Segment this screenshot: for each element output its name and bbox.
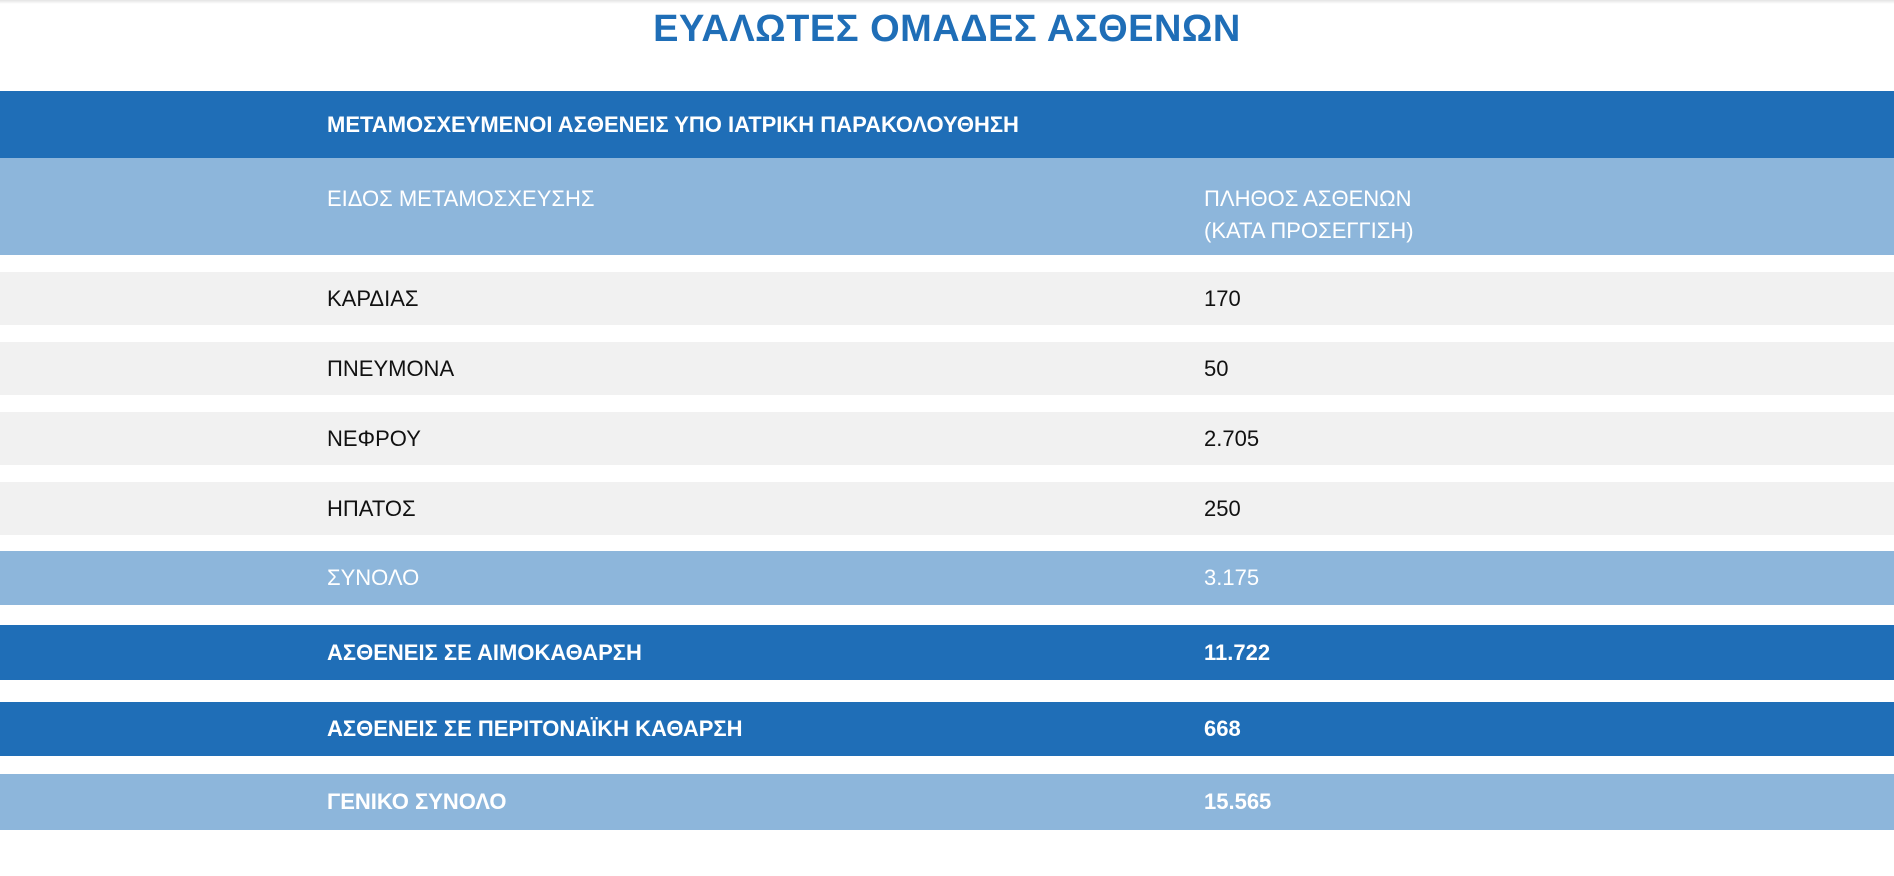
peritoneal-value: 668 [1204, 716, 1241, 741]
hemodialysis-row: ΑΣΘΕΝΕΙΣ ΣΕ ΑΙΜΟΚΑΘΑΡΣΗ 11.722 [0, 625, 1894, 680]
table-row: ΗΠΑΤΟΣ 250 [0, 482, 1894, 535]
row-value: 250 [1204, 495, 1241, 521]
row-label: ΗΠΑΤΟΣ [327, 495, 416, 521]
peritoneal-row: ΑΣΘΕΝΕΙΣ ΣΕ ΠΕΡΙΤΟΝΑΪΚΗ ΚΑΘΑΡΣΗ 668 [0, 702, 1894, 756]
grand-total-row: ΓΕΝΙΚΟ ΣΥΝΟΛΟ 15.565 [0, 774, 1894, 830]
top-shadow [0, 0, 1894, 4]
row-label: ΠΝΕΥΜΟΝΑ [327, 355, 455, 381]
table-row: ΝΕΦΡΟΥ 2.705 [0, 412, 1894, 465]
row-value: 170 [1204, 285, 1241, 311]
table-row: ΠΝΕΥΜΟΝΑ 50 [0, 342, 1894, 395]
page-title: ΕΥΑΛΩΤΕΣ ΟΜΑΔΕΣ ΑΣΘΕΝΩΝ [653, 8, 1241, 50]
column-header-count-note: (ΚΑΤΑ ΠΡΟΣΕΓΓΙΣΗ) [1204, 218, 1414, 243]
subtotal-label: ΣΥΝΟΛΟ [327, 565, 420, 590]
row-label: ΝΕΦΡΟΥ [327, 425, 421, 451]
peritoneal-label: ΑΣΘΕΝΕΙΣ ΣΕ ΠΕΡΙΤΟΝΑΪΚΗ ΚΑΘΑΡΣΗ [327, 716, 743, 741]
table-row: ΚΑΡΔΙΑΣ 170 [0, 272, 1894, 325]
grand-total-label: ΓΕΝΙΚΟ ΣΥΝΟΛΟ [327, 789, 507, 814]
column-header-count: ΠΛΗΘΟΣ ΑΣΘΕΝΩΝ [1204, 186, 1412, 211]
subtotal-value: 3.175 [1204, 565, 1260, 590]
subtotal-row: ΣΥΝΟΛΟ 3.175 [0, 551, 1894, 605]
hemodialysis-value: 11.722 [1204, 639, 1271, 665]
column-header-row: ΕΙΔΟΣ ΜΕΤΑΜΟΣΧΕΥΣΗΣ ΠΛΗΘΟΣ ΑΣΘΕΝΩΝ (ΚΑΤΑ… [0, 158, 1894, 255]
hemodialysis-label: ΑΣΘΕΝΕΙΣ ΣΕ ΑΙΜΟΚΑΘΑΡΣΗ [327, 639, 642, 665]
section-header-text: ΜΕΤΑΜΟΣΧΕΥΜΕΝΟΙ ΑΣΘΕΝΕΙΣ ΥΠΟ ΙΑΤΡΙΚΗ ΠΑΡ… [327, 111, 1019, 137]
row-value: 50 [1204, 355, 1229, 381]
row-label: ΚΑΡΔΙΑΣ [327, 285, 419, 311]
section-header: ΜΕΤΑΜΟΣΧΕΥΜΕΝΟΙ ΑΣΘΕΝΕΙΣ ΥΠΟ ΙΑΤΡΙΚΗ ΠΑΡ… [0, 91, 1894, 158]
column-header-type: ΕΙΔΟΣ ΜΕΤΑΜΟΣΧΕΥΣΗΣ [327, 186, 595, 211]
row-value: 2.705 [1204, 425, 1260, 451]
grand-total-value: 15.565 [1204, 789, 1272, 814]
